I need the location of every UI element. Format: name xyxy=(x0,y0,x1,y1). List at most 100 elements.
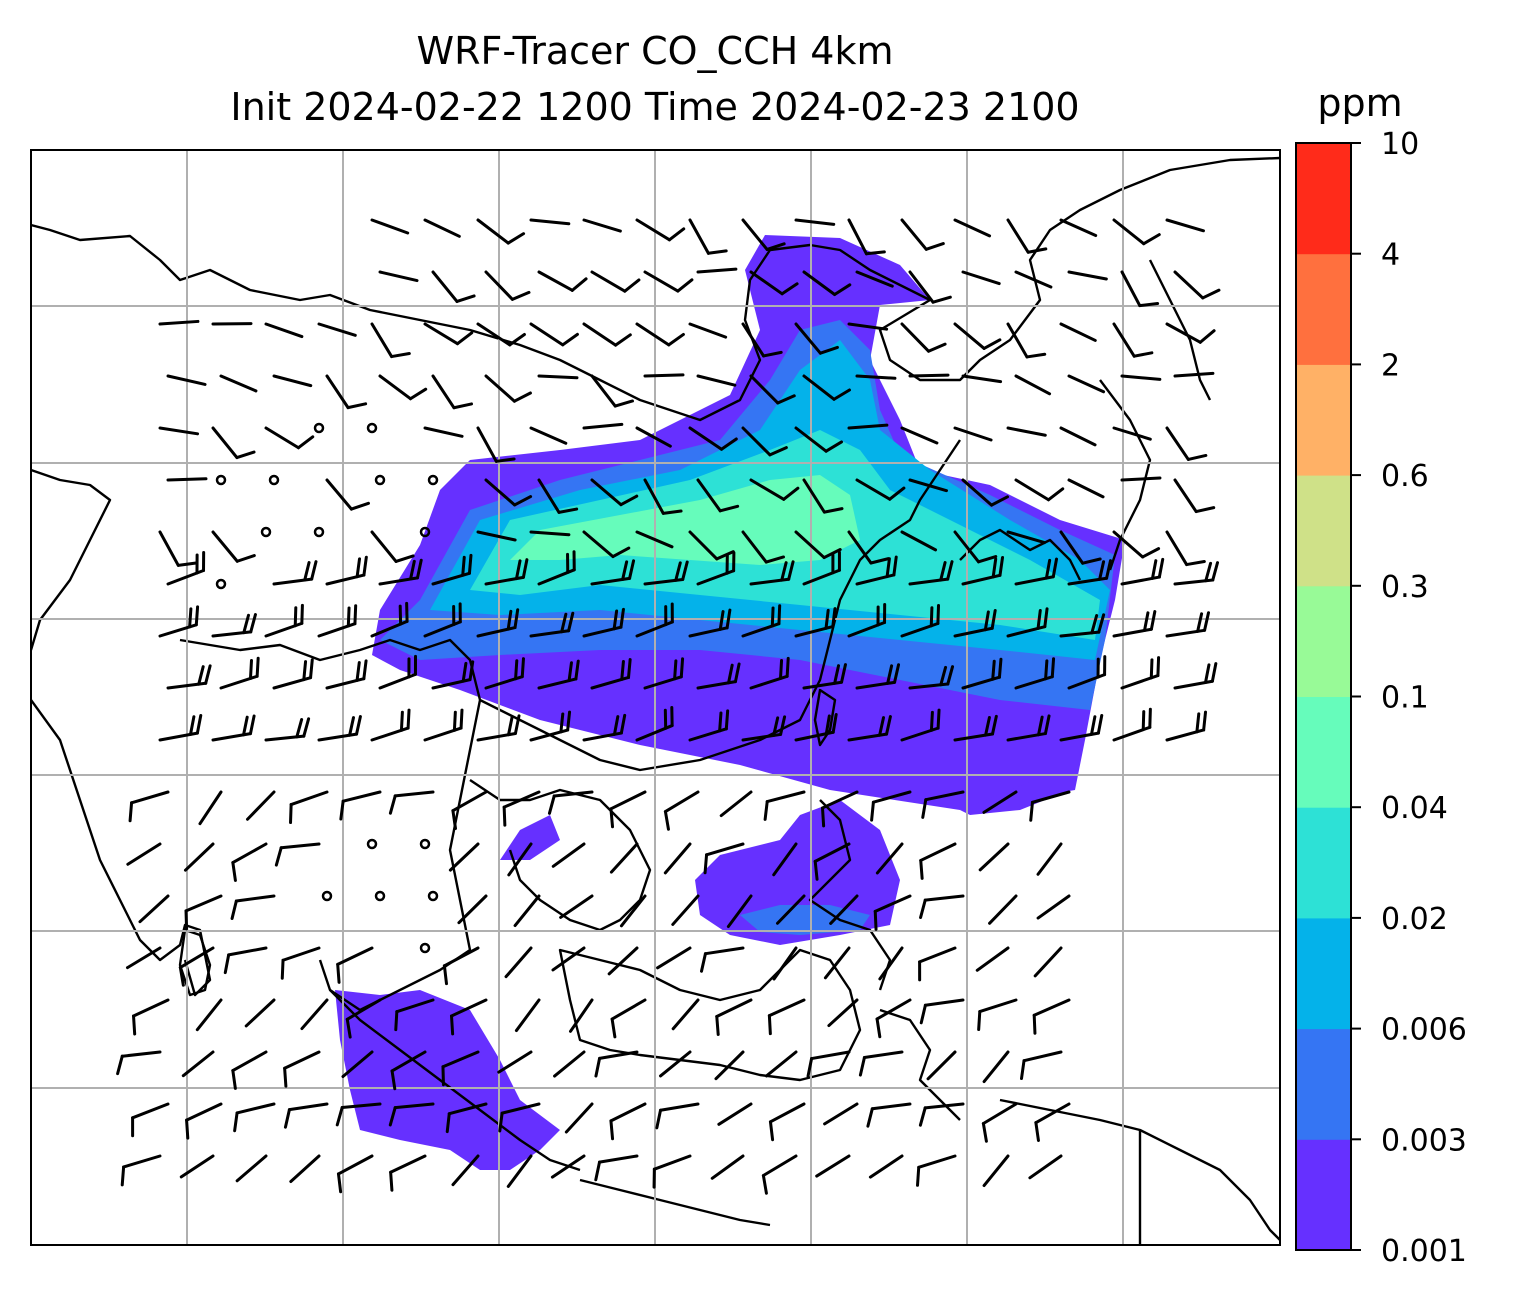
colorbar-segment xyxy=(1296,807,1351,919)
wind-barb xyxy=(741,530,768,564)
wind-barb xyxy=(635,322,671,347)
wind-barb xyxy=(128,801,134,823)
wind-barb xyxy=(452,710,457,732)
wind-barb xyxy=(991,659,996,681)
wind-barb xyxy=(274,846,283,867)
wind-barb xyxy=(497,1050,533,1074)
wind-barb xyxy=(727,663,734,685)
wind-barb xyxy=(567,661,573,683)
wind-barb xyxy=(982,1154,1010,1188)
wind-barb xyxy=(1173,371,1215,378)
wind-barb xyxy=(255,656,260,678)
wind-barb xyxy=(1141,710,1146,732)
wind-barb xyxy=(1089,715,1097,736)
wind-barb xyxy=(1034,1102,1071,1125)
wind-barb xyxy=(939,561,947,582)
wind-barb xyxy=(1204,663,1211,685)
colorbar-tick-label: 10 xyxy=(1381,127,1419,162)
wind-barb xyxy=(667,227,686,242)
wind-barb xyxy=(248,658,253,680)
wind-barb xyxy=(900,218,928,251)
wind-barb xyxy=(1202,710,1208,732)
wind-barb xyxy=(1059,322,1097,342)
wind-barb xyxy=(761,1154,798,1178)
wind-barb xyxy=(370,218,410,235)
wind-barb xyxy=(551,946,586,972)
wind-barb xyxy=(710,1154,745,1180)
wind-barb xyxy=(409,559,416,581)
wind-barb xyxy=(502,790,541,809)
map-frame xyxy=(30,149,1281,1246)
wind-barb xyxy=(423,426,464,438)
wind-barb xyxy=(279,842,321,850)
wind-barb xyxy=(900,322,931,353)
coastline-borneo xyxy=(558,948,862,1082)
colorbar-tick-label: 0.04 xyxy=(1381,791,1448,826)
wind-barb xyxy=(195,998,223,1032)
wind-barb xyxy=(718,711,723,733)
colorbar-segment xyxy=(1296,1139,1351,1251)
wind-barb xyxy=(231,842,268,865)
wind-barb xyxy=(824,440,843,453)
wind-barb xyxy=(341,790,382,803)
wind-barb xyxy=(936,603,941,625)
map-area[interactable] xyxy=(31,150,1280,1245)
wind-barb xyxy=(231,1069,237,1090)
wind-barb xyxy=(1165,426,1190,461)
wind-barb xyxy=(908,478,948,493)
wind-barb xyxy=(234,894,276,903)
colorbar-tick-label: 0.1 xyxy=(1381,681,1429,716)
wind-barb xyxy=(870,1102,912,1111)
wind-barb xyxy=(388,1106,397,1127)
wind-barb xyxy=(476,530,517,542)
wind-barb xyxy=(513,714,521,736)
wind-barb xyxy=(768,1102,806,1124)
wind-barb xyxy=(336,1172,343,1194)
tracer-sea-patch xyxy=(500,815,560,860)
wind-barb xyxy=(1165,530,1189,567)
wind-barb xyxy=(506,609,513,631)
wind-barb xyxy=(447,1102,488,1116)
wind-barb xyxy=(442,946,480,968)
wind-barb xyxy=(317,322,357,337)
colorbar-tick-label: 0.003 xyxy=(1381,1123,1467,1158)
wind-barb xyxy=(763,800,769,821)
wind-barb xyxy=(399,710,404,732)
wind-barb xyxy=(570,277,588,292)
colorbar-segment xyxy=(1296,696,1351,808)
wind-barb xyxy=(923,1102,965,1110)
wind-barb xyxy=(370,530,398,563)
wind-barb xyxy=(776,894,806,925)
wind-barb xyxy=(785,656,790,678)
wind-barb xyxy=(1204,561,1213,583)
tracer-mid-blob-inner xyxy=(740,905,870,935)
wind-barb xyxy=(870,800,875,822)
wind-barb xyxy=(931,295,952,304)
wind-barb xyxy=(476,218,510,245)
wind-barb xyxy=(598,1050,639,1060)
wind-barb xyxy=(871,790,912,804)
wind-barb xyxy=(1059,530,1085,565)
wind-barb xyxy=(1195,712,1201,734)
wind-barb xyxy=(780,282,799,296)
wind-barb xyxy=(1014,374,1052,396)
wind-barb xyxy=(1025,352,1047,359)
wind-barb xyxy=(688,218,710,255)
coastline-sulawesi xyxy=(879,1008,961,1121)
coastline-korea xyxy=(959,528,1082,581)
wind-barb xyxy=(1198,329,1216,344)
wind-barb xyxy=(130,790,170,805)
wind-barb xyxy=(1142,233,1161,246)
wind-barb xyxy=(916,1165,921,1187)
wind-barb xyxy=(718,504,740,513)
wind-barb xyxy=(408,387,428,401)
wind-barb xyxy=(507,842,533,877)
wind-barb xyxy=(1112,322,1136,358)
calm-wind-marker xyxy=(419,838,431,850)
wind-barb xyxy=(198,790,223,826)
wind-barb xyxy=(767,998,806,1018)
wind-barb xyxy=(559,894,594,919)
wind-barb xyxy=(1141,547,1161,559)
wind-barb xyxy=(656,946,692,970)
wind-barb xyxy=(1059,218,1098,238)
